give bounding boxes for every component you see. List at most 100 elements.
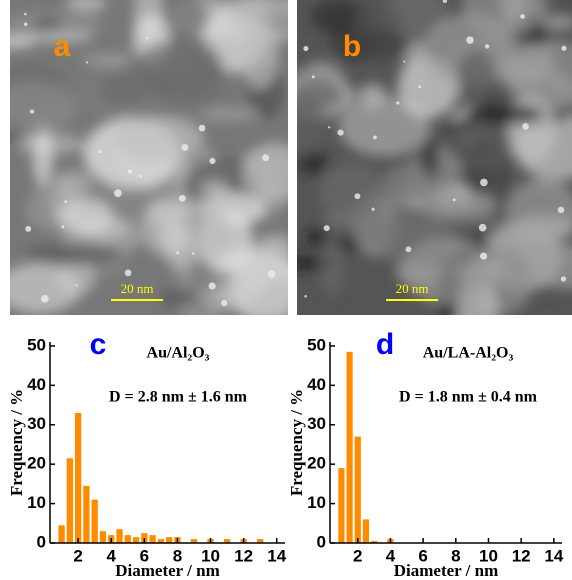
bar [100,531,106,543]
figure: a 20 nm b 20 nm 010203040502468101214Dia… [0,0,572,580]
blob [58,198,113,234]
particle [520,14,525,19]
x-tick-label: 14 [544,546,563,565]
particle [24,13,27,16]
bar [92,500,98,543]
bar [166,537,172,543]
y-tick-label: 30 [27,414,46,433]
blob [457,50,497,105]
particle [303,46,308,51]
particle [262,154,269,161]
bar [75,413,81,543]
particle [61,225,64,228]
particle [24,22,28,26]
blob [358,83,388,107]
y-tick-label: 0 [317,532,326,551]
blob [0,263,81,313]
particle [522,123,529,130]
bar [355,437,361,543]
particle [328,126,330,128]
bar [58,525,64,543]
bar [116,529,122,543]
y-tick-label: 50 [307,335,326,354]
y-tick-label: 50 [27,335,46,354]
x-tick-label: 2 [73,546,82,565]
y-tick-label: 10 [27,493,46,512]
particle [221,300,227,306]
particle [485,44,489,48]
blob [128,42,220,103]
blob [25,244,123,265]
bar [67,458,73,543]
particle [192,252,195,255]
particle [30,110,34,114]
particle [209,158,215,164]
particle [86,61,88,63]
bar [363,519,369,543]
particle [199,125,206,132]
panel-label: d [376,328,394,361]
histogram: 010203040502468101214Diameter / nmFreque… [7,328,287,580]
blob [407,193,499,216]
particle [75,284,77,286]
particle [418,85,421,88]
bar [133,537,139,543]
blob [322,229,344,296]
bar [149,535,155,543]
particle [209,282,216,289]
blob [319,163,385,220]
x-axis-label: Diameter / nm [394,561,499,580]
x-tick-label: 14 [267,546,286,565]
particle [125,270,132,277]
y-axis-label: Frequency / % [7,389,26,496]
particle [480,179,488,187]
chart-title: Au/LA-Al₂O₃ [423,345,514,362]
particle [354,193,360,199]
particle [337,130,343,136]
particle [146,37,148,39]
chart-title: Au/Al₂O₃ [147,345,210,362]
particle [182,144,189,151]
particle [480,253,487,260]
blob [466,106,542,123]
blob [241,20,278,89]
x-axis-label: Diameter / nm [115,561,220,580]
y-axis-label: Frequency / % [287,389,306,496]
x-tick-label: 12 [512,546,531,565]
particle [176,251,179,254]
blob [473,137,493,156]
particle [128,169,132,173]
particle [25,226,31,232]
particle [179,195,186,202]
particle [98,150,101,153]
y-tick-label: 40 [307,375,326,394]
particle [396,101,399,104]
particle [312,75,315,78]
particle [268,270,276,278]
particle [403,61,405,63]
particle [64,200,67,203]
scale-bar-label: 20 nm [121,281,154,296]
scale-bar-label: 20 nm [396,281,429,296]
particle [139,175,142,178]
blob [200,181,228,196]
particle [406,246,412,252]
x-tick-label: 12 [234,546,253,565]
particle [372,208,375,211]
bar [83,486,89,543]
x-tick-label: 2 [353,546,362,565]
panel-label: b [343,30,361,63]
y-tick-label: 20 [307,454,326,473]
panel-label: c [90,328,107,361]
y-tick-label: 0 [37,532,46,551]
blob [52,170,92,195]
particle [466,36,474,44]
particle [114,189,122,197]
bar [338,468,344,543]
y-tick-label: 40 [27,375,46,394]
particle [561,276,566,281]
tem-image-a [0,0,327,345]
blob [161,288,196,308]
annotation: D = 2.8 nm ± 1.6 nm [109,389,248,406]
particle [479,224,487,232]
